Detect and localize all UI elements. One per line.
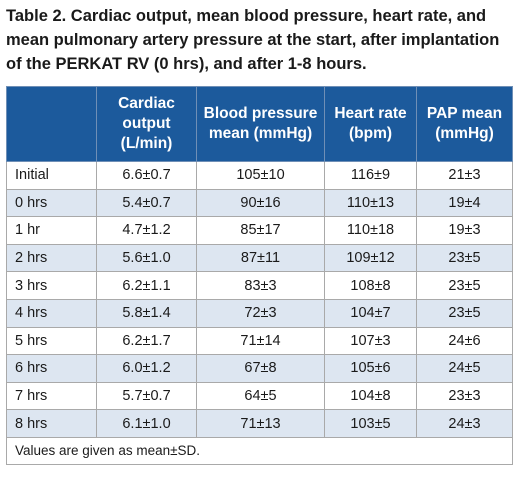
heart-rate-cell: 110±18 xyxy=(324,216,417,245)
pap-mean-cell: 23±5 xyxy=(416,243,513,273)
row-label-cell: 6 hrs xyxy=(6,354,97,383)
heart-rate-cell: 104±7 xyxy=(324,298,417,328)
heart-rate-cell: 103±5 xyxy=(324,409,417,438)
table-row: 0 hrs 5.4±0.7 90±16 110±13 19±4 xyxy=(6,188,513,218)
blood-pressure-cell: 105±10 xyxy=(196,161,325,190)
header-heart-rate: Heart rate (bpm) xyxy=(324,86,417,162)
pap-mean-cell: 19±4 xyxy=(416,188,513,218)
blood-pressure-cell: 90±16 xyxy=(196,188,325,218)
cardiac-output-cell: 6.2±1.7 xyxy=(96,326,197,356)
table-row: 4 hrs 5.8±1.4 72±3 104±7 23±5 xyxy=(6,298,513,328)
table-row: 3 hrs 6.2±1.1 83±3 108±8 23±5 xyxy=(6,271,513,300)
blood-pressure-cell: 87±11 xyxy=(196,243,325,273)
table-caption: Table 2. Cardiac output, mean blood pres… xyxy=(6,7,500,73)
blood-pressure-cell: 64±5 xyxy=(196,381,325,411)
blood-pressure-cell: 71±14 xyxy=(196,326,325,356)
heart-rate-cell: 110±13 xyxy=(324,188,417,218)
table-row: Initial 6.6±0.7 105±10 116±9 21±3 xyxy=(6,161,513,190)
row-label-cell: 3 hrs xyxy=(6,271,97,300)
pap-mean-cell: 24±3 xyxy=(416,409,513,438)
cardiac-output-cell: 6.2±1.1 xyxy=(96,271,197,300)
pap-mean-cell: 21±3 xyxy=(416,161,513,190)
blood-pressure-cell: 85±17 xyxy=(196,216,325,245)
table-row: 1 hr 4.7±1.2 85±17 110±18 19±3 xyxy=(6,216,513,245)
row-label-cell: 5 hrs xyxy=(6,326,97,356)
heart-rate-cell: 104±8 xyxy=(324,381,417,411)
cardiac-output-cell: 5.4±0.7 xyxy=(96,188,197,218)
data-table: Cardiac output (L/min) Blood pressure me… xyxy=(6,86,513,465)
cardiac-output-cell: 6.1±1.0 xyxy=(96,409,197,438)
row-label-cell: 4 hrs xyxy=(6,298,97,328)
table-header: Cardiac output (L/min) Blood pressure me… xyxy=(6,86,513,162)
blood-pressure-cell: 72±3 xyxy=(196,298,325,328)
table-body: Initial 6.6±0.7 105±10 116±9 21±3 0 hrs 5.4±0.… xyxy=(6,161,513,438)
row-label-cell: 0 hrs xyxy=(6,188,97,218)
cardiac-output-cell: 5.7±0.7 xyxy=(96,381,197,411)
heart-rate-cell: 109±12 xyxy=(324,243,417,273)
table-row: 6 hrs 6.0±1.2 67±8 105±6 24±5 xyxy=(6,354,513,383)
row-label-cell: Initial xyxy=(6,161,97,190)
heart-rate-cell: 116±9 xyxy=(324,161,417,190)
pap-mean-cell: 24±5 xyxy=(416,354,513,383)
pap-mean-cell: 19±3 xyxy=(416,216,513,245)
cardiac-output-cell: 4.7±1.2 xyxy=(96,216,197,245)
heart-rate-cell: 108±8 xyxy=(324,271,417,300)
row-label-cell: 2 hrs xyxy=(6,243,97,273)
cardiac-output-cell: 6.0±1.2 xyxy=(96,354,197,383)
cardiac-output-cell: 5.6±1.0 xyxy=(96,243,197,273)
cardiac-output-cell: 5.8±1.4 xyxy=(96,298,197,328)
heart-rate-cell: 105±6 xyxy=(324,354,417,383)
table-footnote: Values are given as mean±SD. xyxy=(6,436,513,465)
blood-pressure-cell: 71±13 xyxy=(196,409,325,438)
table-row: 7 hrs 5.7±0.7 64±5 104±8 23±3 xyxy=(6,381,513,411)
header-pap-mean: PAP mean (mmHg) xyxy=(416,86,513,162)
header-row-label xyxy=(6,86,97,162)
pap-mean-cell: 24±6 xyxy=(416,326,513,356)
heart-rate-cell: 107±3 xyxy=(324,326,417,356)
pap-mean-cell: 23±5 xyxy=(416,271,513,300)
header-cardiac-output: Cardiac output (L/min) xyxy=(96,86,197,162)
blood-pressure-cell: 67±8 xyxy=(196,354,325,383)
pap-mean-cell: 23±3 xyxy=(416,381,513,411)
pap-mean-cell: 23±5 xyxy=(416,298,513,328)
header-blood-pressure-mean: Blood pressure mean (mmHg) xyxy=(196,86,325,162)
table-row: 5 hrs 6.2±1.7 71±14 107±3 24±6 xyxy=(6,326,513,356)
row-label-cell: 1 hr xyxy=(6,216,97,245)
cardiac-output-cell: 6.6±0.7 xyxy=(96,161,197,190)
row-label-cell: 7 hrs xyxy=(6,381,97,411)
table-row: 2 hrs 5.6±1.0 87±11 109±12 23±5 xyxy=(6,243,513,273)
table-row: 8 hrs 6.1±1.0 71±13 103±5 24±3 xyxy=(6,409,513,438)
blood-pressure-cell: 83±3 xyxy=(196,271,325,300)
row-label-cell: 8 hrs xyxy=(6,409,97,438)
